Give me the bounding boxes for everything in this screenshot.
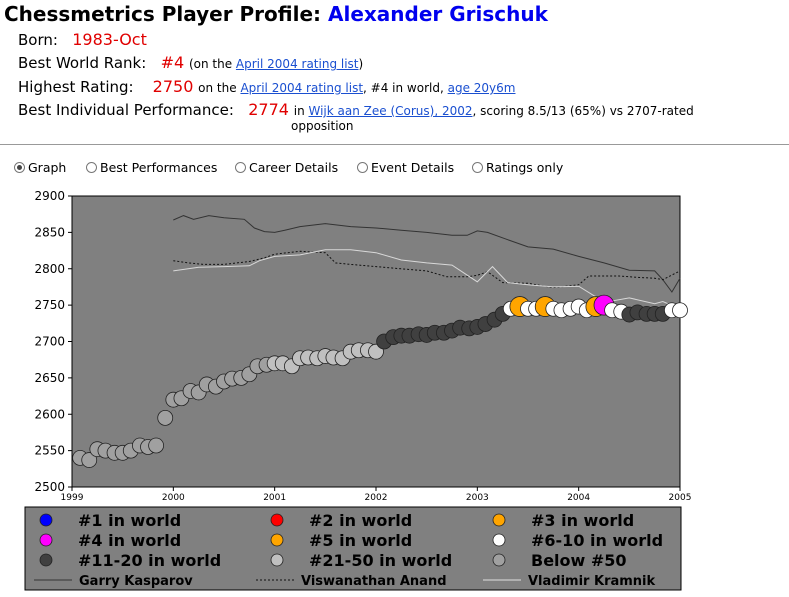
series-line-viswanathan-anand bbox=[173, 250, 681, 289]
best-rank-link[interactable]: April 2004 rating list bbox=[235, 57, 359, 71]
legend-label: #11-20 in world bbox=[78, 551, 221, 570]
x-tick-label: 2005 bbox=[669, 493, 692, 503]
best-rank-row: Best World Rank: #4 (on the April 2004 r… bbox=[18, 53, 363, 72]
highest-age-link[interactable]: age 20y6m bbox=[447, 81, 516, 95]
x-tick-label: 2000 bbox=[162, 493, 185, 503]
highest-row: Highest Rating: 2750 on the April 2004 r… bbox=[18, 77, 515, 96]
legend-line-label: Garry Kasparov bbox=[79, 574, 193, 589]
y-tick-label: 2550 bbox=[34, 444, 65, 458]
legend-marker bbox=[492, 533, 506, 547]
legend-marker bbox=[39, 553, 53, 567]
radio-icon bbox=[472, 162, 483, 173]
title-prefix: Chessmetrics Player Profile: bbox=[4, 2, 328, 26]
plot-area bbox=[71, 195, 681, 488]
y-tick-label: 2600 bbox=[34, 407, 65, 421]
y-tick-label: 2700 bbox=[34, 335, 65, 349]
legend-marker bbox=[39, 533, 53, 547]
best-rank-label: Best World Rank: bbox=[18, 54, 147, 72]
x-tick-label: 2001 bbox=[263, 493, 286, 503]
legend-label: #21-50 in world bbox=[309, 551, 452, 570]
legend-label: #2 in world bbox=[309, 511, 412, 530]
tab-ratings-only[interactable]: Ratings only bbox=[472, 160, 563, 175]
legend-box bbox=[24, 506, 682, 591]
tab-event-details[interactable]: Event Details bbox=[357, 160, 454, 175]
best-perf-label: Best Individual Performance: bbox=[18, 101, 234, 119]
best-perf-value: 2774 bbox=[248, 100, 289, 119]
legend-label: #6-10 in world bbox=[531, 531, 663, 550]
best-perf-link[interactable]: Wijk aan Zee (Corus), 2002 bbox=[308, 104, 473, 118]
radio-icon bbox=[357, 162, 368, 173]
highest-value: 2750 bbox=[152, 77, 194, 96]
x-tick-label: 2004 bbox=[567, 493, 590, 503]
radio-icon bbox=[235, 162, 246, 173]
y-tick-label: 2900 bbox=[34, 189, 65, 203]
page-title: Chessmetrics Player Profile: Alexander G… bbox=[4, 2, 548, 26]
tab-career-details[interactable]: Career Details bbox=[235, 160, 338, 175]
legend-label: #1 in world bbox=[78, 511, 181, 530]
tab-ratings-only-label: Ratings only bbox=[486, 160, 564, 175]
rating-point bbox=[672, 302, 688, 319]
best-perf-row: Best Individual Performance: 2774 in Wij… bbox=[18, 100, 694, 119]
y-tick-label: 2500 bbox=[34, 480, 65, 494]
tab-graph[interactable]: Graph bbox=[14, 160, 66, 175]
tab-graph-label: Graph bbox=[28, 160, 67, 175]
legend-line-label: Viswanathan Anand bbox=[301, 574, 447, 589]
best-perf-line2: opposition bbox=[291, 119, 354, 133]
born-row: Born: 1983-Oct bbox=[18, 30, 147, 49]
best-rank-post: ) bbox=[358, 57, 364, 71]
tab-event-details-label: Event Details bbox=[371, 160, 455, 175]
legend-marker bbox=[270, 513, 284, 527]
legend-marker bbox=[492, 553, 506, 567]
highest-pre: on the bbox=[198, 81, 241, 95]
series-line-garry-kasparov bbox=[173, 215, 681, 293]
legend-marker bbox=[492, 513, 506, 527]
radio-icon bbox=[14, 162, 25, 173]
radio-icon bbox=[86, 162, 97, 173]
legend-label: #4 in world bbox=[78, 531, 181, 550]
best-rank-pre: (on the bbox=[188, 57, 236, 71]
best-rank-value: #4 bbox=[160, 53, 185, 72]
rating-point bbox=[81, 452, 98, 468]
y-tick-label: 2800 bbox=[34, 262, 65, 276]
highest-mid: , #4 in world, bbox=[363, 81, 448, 95]
divider bbox=[0, 144, 789, 145]
legend-marker bbox=[39, 513, 53, 527]
tab-best-performances-label: Best Performances bbox=[100, 160, 218, 175]
y-tick-label: 2650 bbox=[34, 371, 65, 385]
born-label: Born: bbox=[18, 31, 58, 49]
legend-label: #5 in world bbox=[309, 531, 412, 550]
legend-marker bbox=[270, 553, 284, 567]
legend-marker bbox=[270, 533, 284, 547]
y-tick-label: 2850 bbox=[34, 225, 65, 239]
best-perf-post: , scoring 8.5/13 (65%) vs 2707-rated bbox=[472, 104, 694, 118]
x-tick-label: 2003 bbox=[466, 493, 489, 503]
rating-point bbox=[157, 409, 174, 426]
player-name: Alexander Grischuk bbox=[327, 2, 548, 26]
highest-label: Highest Rating: bbox=[18, 78, 134, 96]
y-tick-label: 2750 bbox=[34, 298, 65, 312]
legend-label: Below #50 bbox=[531, 551, 627, 570]
x-tick-label: 1999 bbox=[61, 493, 84, 503]
best-perf-pre: in bbox=[293, 104, 309, 118]
born-value: 1983-Oct bbox=[72, 30, 147, 49]
legend-label: #3 in world bbox=[531, 511, 634, 530]
tab-career-details-label: Career Details bbox=[249, 160, 339, 175]
highest-link[interactable]: April 2004 rating list bbox=[240, 81, 364, 95]
rating-point bbox=[148, 437, 165, 454]
tab-best-performances[interactable]: Best Performances bbox=[86, 160, 217, 175]
x-tick-label: 2002 bbox=[365, 493, 388, 503]
legend-line-label: Vladimir Kramnik bbox=[528, 574, 656, 589]
